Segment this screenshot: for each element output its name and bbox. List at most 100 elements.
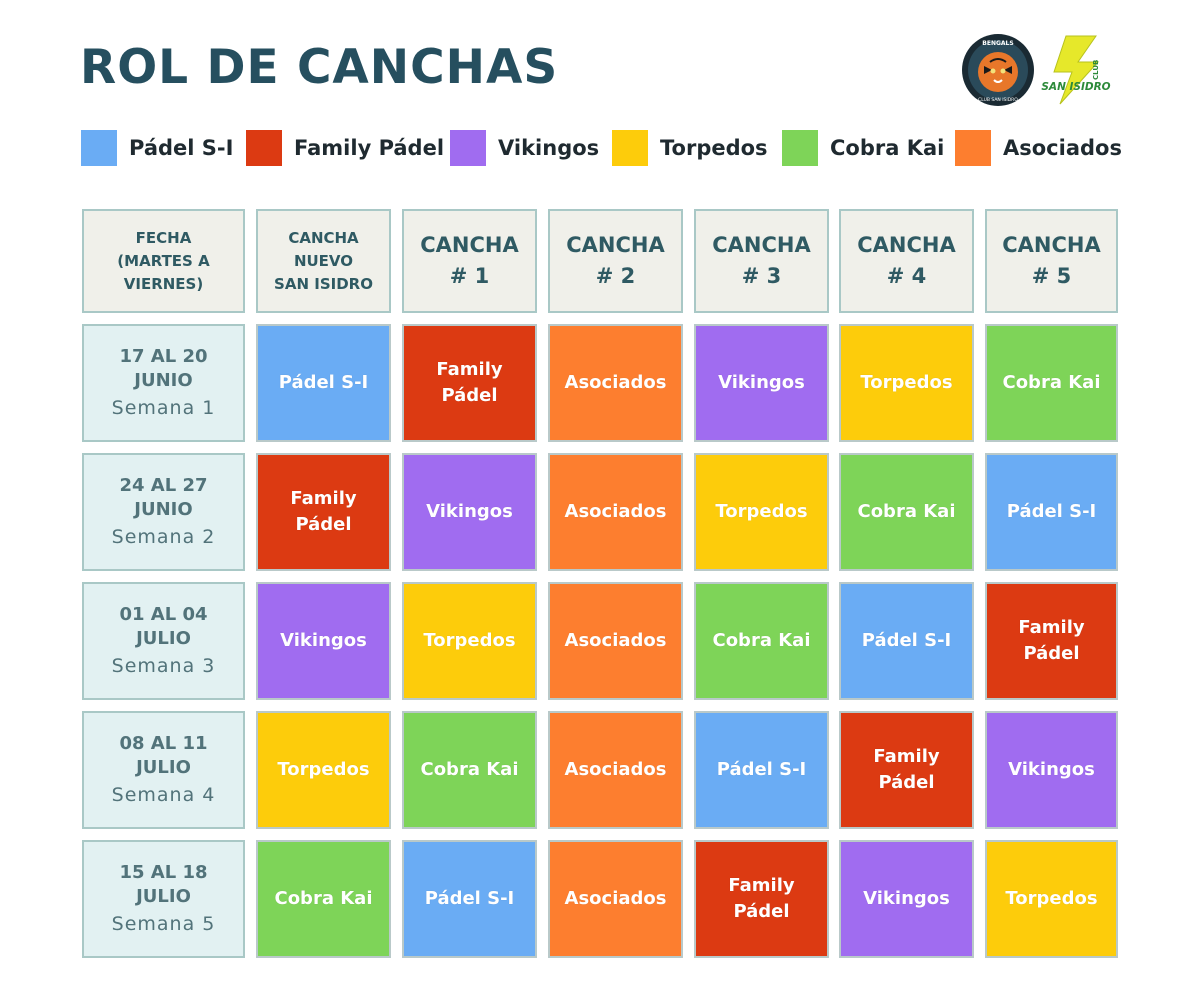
court-assignment: Pádel S-I [402, 840, 537, 958]
column-header-line: VIERNES) [123, 274, 204, 293]
column-header: CANCHA # 5 [985, 209, 1118, 313]
court-assignment: Torpedos [839, 324, 974, 442]
date-range: 17 AL 20 [119, 346, 208, 367]
legend-swatch [612, 130, 648, 166]
column-header: CANCHA NUEVO SAN ISIDRO [256, 209, 391, 313]
court-assignment: Family Pádel [694, 840, 829, 958]
column-header-line: # 2 [595, 264, 636, 288]
bengals-logo: BENGALS CLUB SAN ISIDRO [962, 34, 1034, 106]
date-range: JULIO [136, 628, 191, 649]
court-assignment: Family Pádel [256, 453, 391, 571]
court-assignment: Cobra Kai [985, 324, 1118, 442]
team-label: Pádel S-I [716, 759, 807, 780]
team-label: Asociados [564, 630, 667, 651]
legend-swatch [246, 130, 282, 166]
legend-item-padel_si: Pádel S-I [81, 130, 233, 166]
court-assignment: Cobra Kai [402, 711, 537, 829]
column-header-line: CANCHA [420, 233, 519, 257]
legend: Pádel S-I Family Pádel Vikingos Torpedos Cob… [0, 130, 1200, 174]
court-assignment: Vikingos [839, 840, 974, 958]
column-header-line: CANCHA [857, 233, 956, 257]
court-assignment: Torpedos [985, 840, 1118, 958]
legend-swatch [955, 130, 991, 166]
team-label: Cobra Kai [274, 888, 373, 909]
team-label: Vikingos [280, 630, 367, 651]
court-assignment: Family Pádel [402, 324, 537, 442]
court-assignment: Cobra Kai [694, 582, 829, 700]
column-header: CANCHA # 1 [402, 209, 537, 313]
legend-label: Family Pádel [294, 136, 445, 160]
column-header-line: FECHA [135, 228, 192, 247]
team-label: Vikingos [718, 372, 805, 393]
column-header-line: CANCHA [712, 233, 811, 257]
team-label: Vikingos [426, 501, 513, 522]
team-label: Torpedos [1005, 888, 1098, 909]
team-label: Pádel S-I [424, 888, 515, 909]
column-header-line: # 3 [741, 264, 782, 288]
team-label: Family Pádel [436, 359, 503, 406]
bengals-logo-subtext: CLUB SAN ISIDRO [978, 97, 1018, 103]
court-assignment: Asociados [548, 324, 683, 442]
court-assignment: Vikingos [985, 711, 1118, 829]
week-label: Semana 4 [111, 784, 216, 806]
court-assignment: Asociados [548, 711, 683, 829]
column-header-line: CANCHA [1002, 233, 1101, 257]
date-range: JULIO [136, 757, 191, 778]
legend-item-asociados: Asociados [955, 130, 1122, 166]
column-header: CANCHA # 3 [694, 209, 829, 313]
court-assignment: Family Pádel [839, 711, 974, 829]
court-assignment: Family Pádel [985, 582, 1118, 700]
court-assignment: Pádel S-I [985, 453, 1118, 571]
column-header-line: CANCHA [288, 228, 359, 247]
team-label: Asociados [564, 501, 667, 522]
team-label: Cobra Kai [857, 501, 956, 522]
week-label: Semana 2 [111, 526, 216, 548]
san-isidro-label: SAN ISIDRO [1041, 81, 1110, 93]
date-cell: 01 AL 04 JULIO Semana 3 [82, 582, 245, 700]
club-label: CLUB [1092, 60, 1100, 80]
legend-item-torpedos: Torpedos [612, 130, 768, 166]
court-assignment: Asociados [548, 582, 683, 700]
team-label: Asociados [564, 759, 667, 780]
legend-label: Cobra Kai [830, 136, 945, 160]
team-label: Family Pádel [728, 875, 795, 922]
court-assignment: Pádel S-I [839, 582, 974, 700]
column-header-line: # 1 [449, 264, 490, 288]
court-assignment: Torpedos [256, 711, 391, 829]
column-header: CANCHA # 2 [548, 209, 683, 313]
date-range: JULIO [136, 886, 191, 907]
court-assignment: Torpedos [402, 582, 537, 700]
date-range: 01 AL 04 [119, 604, 208, 625]
column-header-line: NUEVO [293, 251, 354, 270]
legend-label: Torpedos [660, 136, 768, 160]
team-label: Torpedos [860, 372, 953, 393]
date-range: JUNIO [134, 370, 193, 391]
team-label: Pádel S-I [861, 630, 952, 651]
court-assignment: Pádel S-I [256, 324, 391, 442]
column-header: FECHA (MARTES A VIERNES) [82, 209, 245, 313]
team-label: Asociados [564, 888, 667, 909]
court-assignment: Vikingos [694, 324, 829, 442]
team-label: Asociados [564, 372, 667, 393]
legend-swatch [782, 130, 818, 166]
court-assignment: Cobra Kai [839, 453, 974, 571]
team-label: Family Pádel [873, 746, 940, 793]
week-label: Semana 5 [111, 913, 216, 935]
date-range: 08 AL 11 [119, 733, 208, 754]
team-label: Cobra Kai [1002, 372, 1101, 393]
date-cell: 24 AL 27 JUNIO Semana 2 [82, 453, 245, 571]
court-assignment: Asociados [548, 840, 683, 958]
court-assignment: Cobra Kai [256, 840, 391, 958]
team-label: Pádel S-I [278, 372, 369, 393]
date-cell: 15 AL 18 JULIO Semana 5 [82, 840, 245, 958]
court-assignment: Vikingos [256, 582, 391, 700]
team-label: Pádel S-I [1006, 501, 1097, 522]
legend-item-vikingos: Vikingos [450, 130, 599, 166]
date-range: JUNIO [134, 499, 193, 520]
court-assignment: Torpedos [694, 453, 829, 571]
column-header-line: SAN ISIDRO [274, 274, 373, 293]
team-label: Torpedos [277, 759, 370, 780]
team-label: Family Pádel [1018, 617, 1085, 664]
page-title: ROL DE CANCHAS [80, 40, 559, 95]
san-isidro-logo: CLUB SAN ISIDRO [1041, 35, 1111, 105]
